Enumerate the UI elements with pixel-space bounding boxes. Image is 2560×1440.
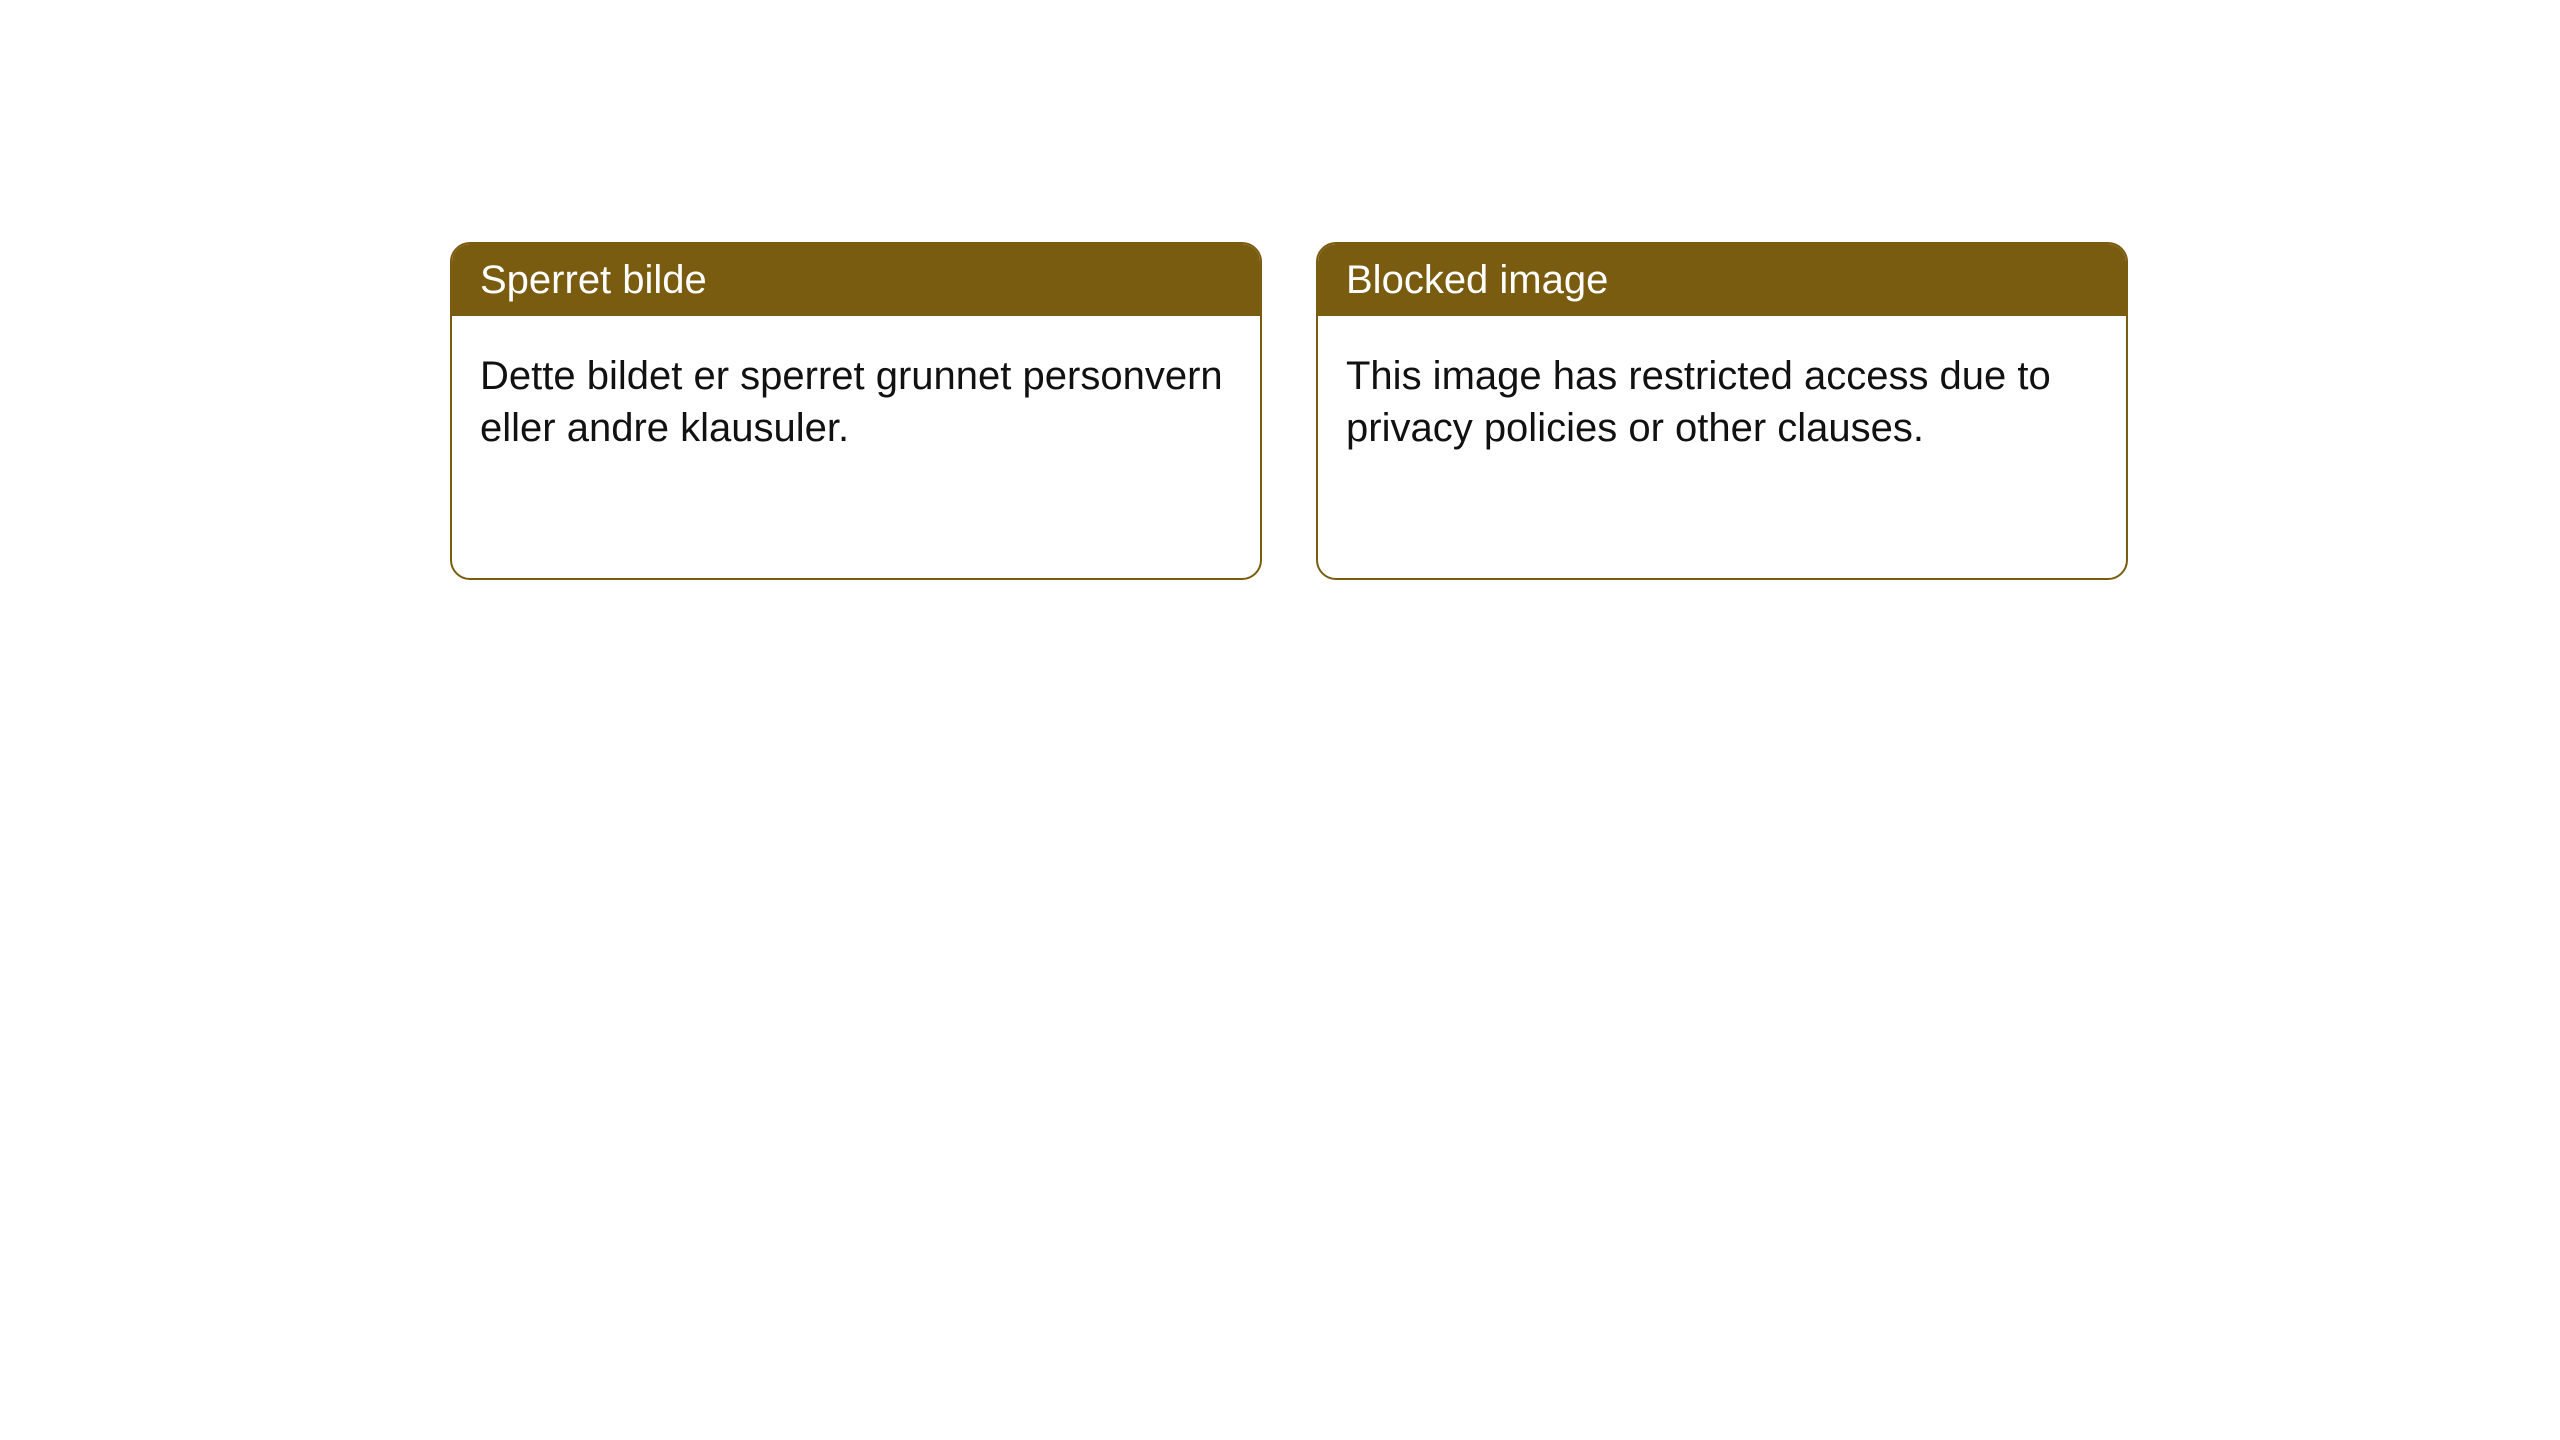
notice-header: Blocked image — [1318, 244, 2126, 316]
notice-body: This image has restricted access due to … — [1318, 316, 2126, 488]
notice-card-norwegian: Sperret bilde Dette bildet er sperret gr… — [450, 242, 1262, 580]
notice-container: Sperret bilde Dette bildet er sperret gr… — [0, 0, 2560, 580]
notice-header: Sperret bilde — [452, 244, 1260, 316]
notice-card-english: Blocked image This image has restricted … — [1316, 242, 2128, 580]
notice-body: Dette bildet er sperret grunnet personve… — [452, 316, 1260, 488]
